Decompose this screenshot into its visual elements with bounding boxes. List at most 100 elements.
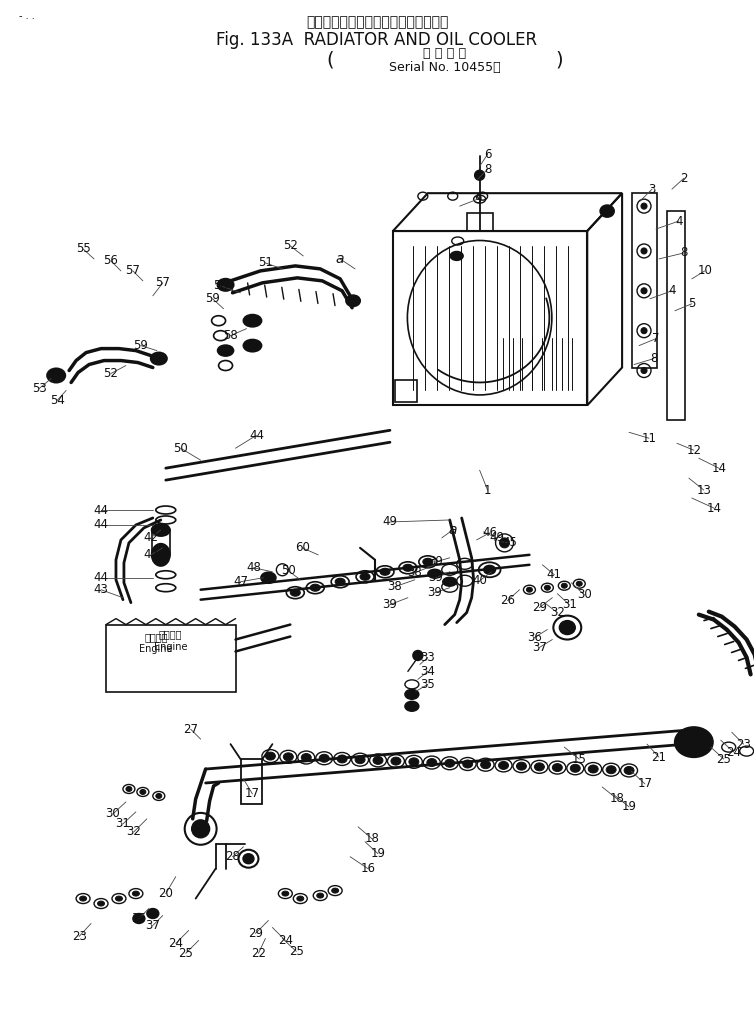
Text: エンジン: エンジン: [144, 633, 168, 642]
Ellipse shape: [498, 762, 509, 770]
Ellipse shape: [606, 766, 616, 774]
Text: 12: 12: [686, 444, 701, 456]
Text: 32: 32: [126, 825, 141, 838]
Text: 19: 19: [371, 847, 386, 861]
Ellipse shape: [48, 369, 65, 383]
Text: 49: 49: [383, 516, 397, 529]
Text: エンジン: エンジン: [159, 630, 183, 639]
Text: 47: 47: [233, 575, 248, 588]
Text: 39: 39: [428, 555, 443, 569]
Text: 56: 56: [103, 254, 119, 268]
Ellipse shape: [283, 752, 293, 761]
Text: (: (: [326, 50, 334, 69]
Text: 38: 38: [387, 580, 402, 593]
Text: 58: 58: [223, 329, 238, 342]
Ellipse shape: [282, 891, 289, 896]
Ellipse shape: [450, 251, 463, 260]
Ellipse shape: [331, 888, 339, 893]
Text: 33: 33: [421, 651, 435, 664]
Text: 26: 26: [500, 594, 515, 607]
Text: 8: 8: [680, 246, 688, 259]
Text: Serial No. 10455～: Serial No. 10455～: [389, 61, 501, 75]
Ellipse shape: [600, 205, 614, 217]
Ellipse shape: [475, 171, 485, 181]
Bar: [395, 381, 417, 402]
Text: Fig. 133A  RADIATOR AND OIL COOLER: Fig. 133A RADIATOR AND OIL COOLER: [217, 31, 538, 49]
Ellipse shape: [355, 756, 365, 764]
Text: 39: 39: [428, 572, 443, 584]
Ellipse shape: [151, 352, 167, 364]
Text: 37: 37: [532, 641, 547, 654]
Text: 4: 4: [675, 214, 683, 228]
Ellipse shape: [391, 758, 401, 765]
Ellipse shape: [624, 767, 634, 774]
Circle shape: [641, 368, 647, 374]
Text: 18: 18: [365, 832, 380, 845]
Text: 51: 51: [258, 256, 273, 270]
Text: 30: 30: [577, 588, 592, 601]
Ellipse shape: [544, 585, 550, 590]
Text: 60: 60: [295, 541, 310, 554]
Ellipse shape: [79, 896, 87, 902]
Ellipse shape: [683, 733, 704, 751]
Text: 27: 27: [183, 723, 199, 736]
Ellipse shape: [317, 893, 324, 898]
Ellipse shape: [423, 558, 433, 566]
Text: 50: 50: [281, 565, 296, 577]
Ellipse shape: [380, 569, 390, 575]
Text: 45: 45: [502, 536, 517, 549]
Ellipse shape: [561, 583, 567, 588]
Text: 40: 40: [472, 574, 487, 587]
Ellipse shape: [291, 589, 300, 596]
Text: 18: 18: [610, 792, 624, 806]
Bar: [393, 231, 587, 405]
Text: 48: 48: [246, 562, 261, 574]
Circle shape: [641, 288, 647, 294]
Ellipse shape: [445, 760, 455, 767]
Text: 29: 29: [248, 927, 263, 940]
Text: 16: 16: [361, 862, 375, 875]
Ellipse shape: [553, 764, 562, 772]
Text: 8: 8: [484, 162, 492, 176]
Ellipse shape: [147, 909, 159, 919]
Text: Engine: Engine: [139, 644, 173, 654]
Ellipse shape: [481, 761, 491, 769]
Ellipse shape: [526, 587, 532, 592]
Text: 6: 6: [484, 148, 492, 161]
Ellipse shape: [570, 765, 581, 772]
Text: 15: 15: [572, 752, 587, 766]
Text: 55: 55: [76, 242, 91, 255]
Text: 13: 13: [696, 484, 711, 496]
Ellipse shape: [588, 765, 598, 773]
Ellipse shape: [405, 701, 419, 712]
Ellipse shape: [244, 340, 261, 351]
Text: 14: 14: [706, 501, 721, 515]
Text: 59: 59: [134, 339, 148, 352]
Ellipse shape: [301, 753, 311, 762]
Text: 39: 39: [383, 598, 397, 612]
Ellipse shape: [217, 279, 233, 291]
Text: 57: 57: [125, 264, 140, 278]
Text: 29: 29: [532, 601, 547, 615]
Text: 2: 2: [680, 172, 688, 185]
Bar: [106, 625, 236, 692]
Text: 1: 1: [484, 484, 492, 496]
Ellipse shape: [140, 789, 146, 794]
Text: 36: 36: [527, 631, 542, 644]
Text: 19: 19: [621, 800, 636, 814]
Text: 35: 35: [421, 678, 435, 691]
Ellipse shape: [152, 524, 170, 536]
Text: 58: 58: [213, 280, 228, 292]
Text: 41: 41: [547, 569, 562, 581]
Circle shape: [500, 538, 510, 548]
Text: 43: 43: [94, 583, 109, 596]
Ellipse shape: [243, 854, 254, 864]
Ellipse shape: [516, 762, 526, 770]
Ellipse shape: [535, 763, 544, 771]
Text: 42: 42: [143, 548, 159, 562]
Text: 46: 46: [482, 527, 497, 539]
Ellipse shape: [297, 896, 304, 902]
Text: 59: 59: [205, 292, 220, 305]
Text: 25: 25: [716, 752, 731, 766]
Text: 44: 44: [94, 503, 109, 517]
